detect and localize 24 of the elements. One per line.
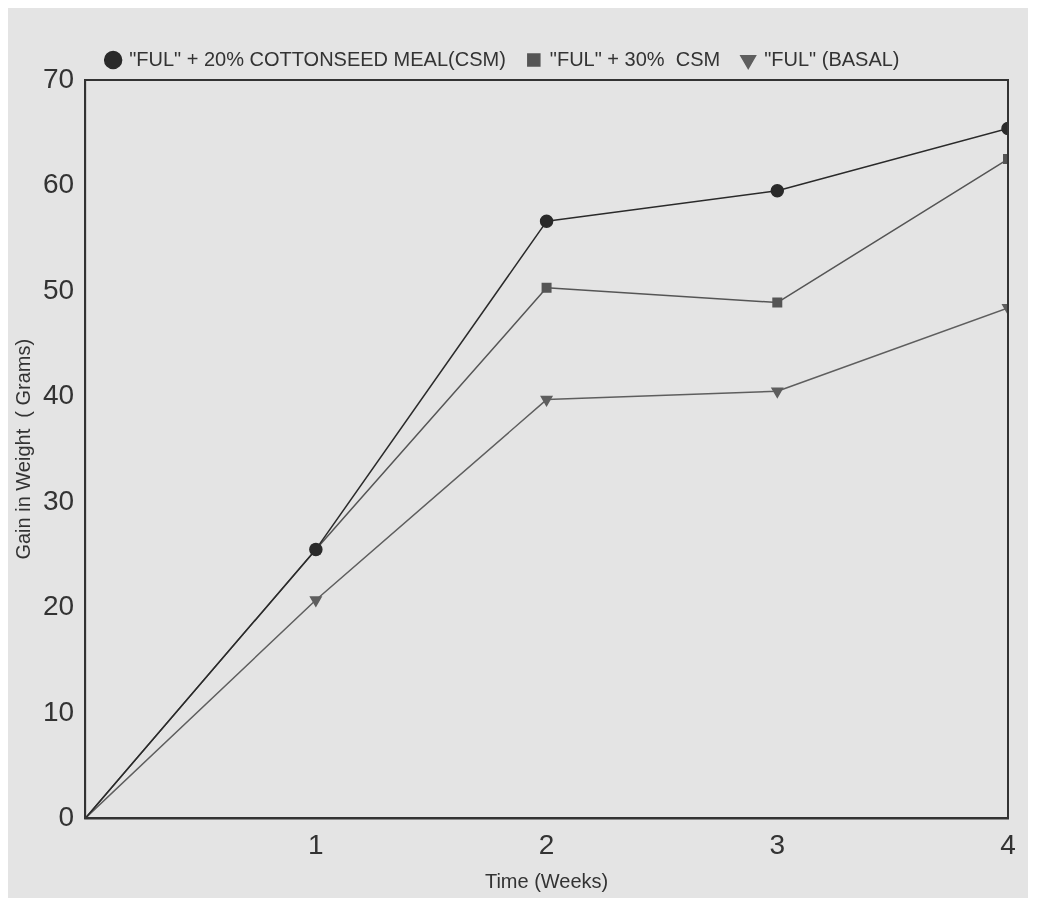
y-tick-label: 60 [42, 168, 75, 200]
y-tick-label: 0 [58, 801, 75, 833]
y-axis-title: Gain in Weight ( Grams) [11, 338, 34, 560]
y-tick-label: 20 [42, 590, 75, 622]
y-tick-label: 10 [42, 695, 75, 727]
x-axis-title: Time (Weeks) [484, 869, 609, 892]
point [771, 387, 784, 398]
y-tick-label: 30 [42, 484, 75, 516]
y-tick-label: 40 [42, 379, 75, 411]
legend-label: "FUL" + 20% COTTONSEED MEAL(CSM) [129, 47, 506, 70]
x-tick-label: 2 [538, 828, 555, 860]
y-tick-label: 50 [42, 273, 75, 305]
legend-label: "FUL" + 30% CSM [549, 47, 721, 70]
x-tick-label: 1 [308, 828, 324, 860]
x-tick-label: 4 [1000, 828, 1016, 860]
point [770, 184, 785, 198]
point [772, 297, 783, 308]
point [541, 282, 552, 293]
point [539, 214, 554, 229]
point [540, 395, 553, 407]
x-tick-label: 3 [769, 828, 786, 860]
point [309, 596, 322, 607]
y-tick-label: 70 [42, 62, 75, 94]
legend-label: "FUL" (BASAL) [764, 47, 900, 70]
